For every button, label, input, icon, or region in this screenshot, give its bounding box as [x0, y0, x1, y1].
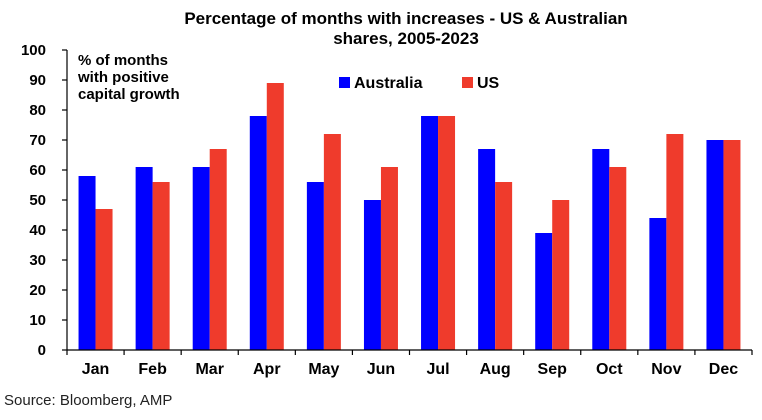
- y-tick-label: 100: [21, 42, 46, 59]
- bar-australia-jun: [363, 200, 381, 350]
- y-axis-ticks: 0 10 20 30 40 50 60 70 80 90 100: [21, 42, 67, 359]
- legend-label-us: US: [477, 75, 500, 92]
- bar-australia-jul: [421, 116, 439, 350]
- x-axis-categories: Jan Feb Mar Apr May Jun Jul Aug Sep Oct Nov Dec: [66, 350, 753, 378]
- bar-australia-jan: [78, 176, 96, 350]
- bar-us-aug: [495, 182, 513, 350]
- source-note: Source: Bloomberg, AMP: [4, 392, 173, 409]
- y-tick-label: 0: [38, 342, 46, 359]
- y-tick-label: 90: [29, 72, 46, 89]
- x-category-label: Sep: [538, 361, 568, 378]
- bar-chart: Percentage of months with increases - US…: [21, 9, 753, 378]
- annotation-line-2: with positive: [77, 69, 169, 86]
- x-category-label: May: [308, 361, 339, 378]
- y-tick-label: 30: [29, 252, 46, 269]
- y-tick-label: 80: [29, 102, 46, 119]
- bar-australia-may: [306, 182, 324, 350]
- bar-us-nov: [666, 134, 684, 350]
- x-category-label: Feb: [138, 361, 167, 378]
- bar-us-feb: [152, 182, 170, 350]
- x-category-label: Dec: [709, 361, 738, 378]
- bar-australia-aug: [478, 149, 496, 350]
- bar-australia-oct: [592, 149, 610, 350]
- bar-australia-dec: [706, 140, 724, 350]
- x-category-label: Jul: [426, 361, 449, 378]
- x-category-label: Aug: [480, 361, 511, 378]
- annotation-line-1: % of months: [78, 52, 168, 69]
- y-tick-label: 70: [29, 132, 46, 149]
- bar-us-oct: [609, 167, 627, 350]
- legend: Australia US: [339, 75, 500, 92]
- bar-us-jul: [438, 116, 456, 350]
- y-tick-label: 50: [29, 192, 46, 209]
- x-category-label: Jan: [82, 361, 110, 378]
- y-tick-label: 10: [29, 312, 46, 329]
- bar-series: [78, 83, 741, 350]
- annotation-line-3: capital growth: [78, 86, 180, 103]
- bar-australia-sep: [535, 233, 553, 350]
- bar-us-mar: [209, 149, 227, 350]
- legend-swatch-us: [462, 77, 473, 88]
- y-tick-label: 40: [29, 222, 46, 239]
- y-tick-label: 60: [29, 162, 46, 179]
- bar-us-jan: [95, 209, 113, 350]
- x-category-label: Jun: [367, 361, 395, 378]
- legend-swatch-australia: [339, 77, 350, 88]
- bar-us-sep: [552, 200, 570, 350]
- x-category-label: Oct: [596, 361, 623, 378]
- chart-title-line-1: Percentage of months with increases - US…: [184, 9, 627, 28]
- bar-australia-feb: [135, 167, 153, 350]
- x-category-label: Mar: [195, 361, 223, 378]
- bar-australia-nov: [649, 218, 667, 350]
- bar-australia-apr: [249, 116, 267, 350]
- legend-label-australia: Australia: [354, 75, 423, 92]
- chart-title-line-2: shares, 2005-2023: [333, 29, 479, 48]
- y-tick-label: 20: [29, 282, 46, 299]
- bar-us-jun: [380, 167, 398, 350]
- bar-us-may: [323, 134, 341, 350]
- x-category-label: Apr: [253, 361, 281, 378]
- bar-us-apr: [266, 83, 284, 350]
- bar-australia-mar: [192, 167, 210, 350]
- x-category-label: Nov: [651, 361, 681, 378]
- bar-us-dec: [723, 140, 741, 350]
